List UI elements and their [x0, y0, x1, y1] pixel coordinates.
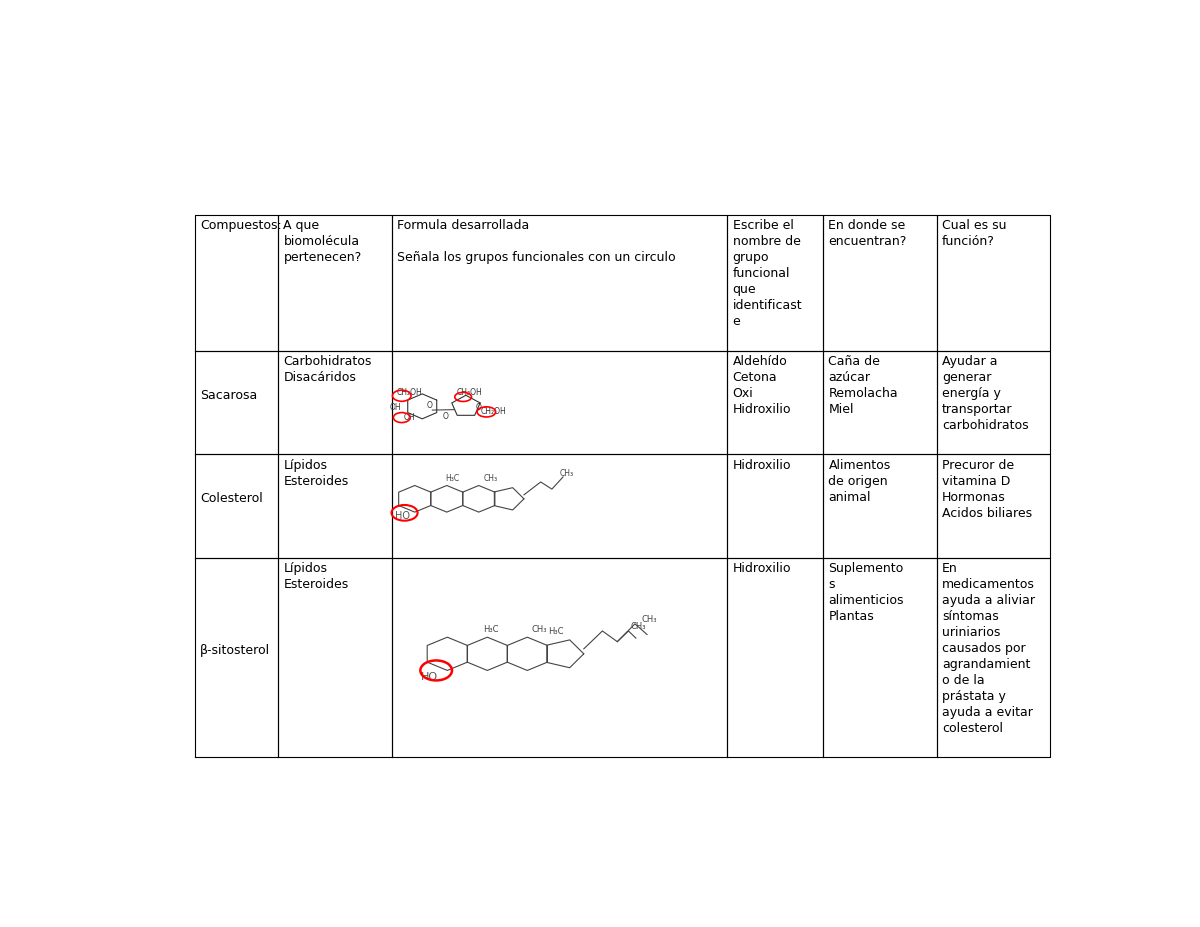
Text: Suplemento
s
alimenticios
Plantas: Suplemento s alimenticios Plantas — [828, 562, 904, 623]
Text: CH₃: CH₃ — [642, 615, 656, 624]
Text: HO: HO — [421, 672, 438, 681]
Text: CH₃: CH₃ — [532, 625, 546, 634]
Text: A que
biomolécula
pertenecen?: A que biomolécula pertenecen? — [283, 219, 361, 264]
Text: CH₃: CH₃ — [630, 622, 646, 631]
Text: Escribe el
nombre de
grupo
funcional
que
identificast
e: Escribe el nombre de grupo funcional que… — [733, 219, 803, 328]
Text: CH₃: CH₃ — [559, 469, 574, 478]
Text: Alimentos
de origen
animal: Alimentos de origen animal — [828, 459, 890, 503]
Text: Colesterol: Colesterol — [200, 492, 263, 505]
Text: CH₂OH: CH₂OH — [396, 388, 422, 397]
Text: O: O — [427, 401, 433, 411]
Text: Aldehído
Cetona
Oxi
Hidroxilio: Aldehído Cetona Oxi Hidroxilio — [733, 355, 791, 416]
Text: Sacarosa: Sacarosa — [200, 389, 258, 402]
Text: Caña de
azúcar
Remolacha
Miel: Caña de azúcar Remolacha Miel — [828, 355, 898, 416]
Text: H₃C: H₃C — [547, 627, 563, 636]
Text: Lípidos
Esteroides: Lípidos Esteroides — [283, 459, 349, 488]
Text: En donde se
encuentran?: En donde se encuentran? — [828, 219, 907, 248]
Text: H₃C: H₃C — [445, 475, 460, 483]
Text: En
medicamentos
ayuda a aliviar
síntomas
uriniarios
causados por
agrandamient
o : En medicamentos ayuda a aliviar síntomas… — [942, 562, 1036, 735]
Text: CH₂OH: CH₂OH — [481, 407, 506, 416]
Text: Carbohidratos
Disacáridos: Carbohidratos Disacáridos — [283, 355, 372, 385]
Text: Compuestos:: Compuestos: — [200, 219, 282, 232]
Text: OH: OH — [403, 413, 415, 422]
Text: Hidroxilio: Hidroxilio — [733, 562, 791, 575]
Text: OH: OH — [390, 403, 401, 412]
Text: O: O — [443, 413, 448, 421]
Text: H₃C: H₃C — [484, 625, 499, 634]
Text: CH₃: CH₃ — [484, 475, 498, 483]
Text: HO: HO — [395, 512, 410, 521]
Text: Lípidos
Esteroides: Lípidos Esteroides — [283, 562, 349, 590]
Text: Hidroxilio: Hidroxilio — [733, 459, 791, 472]
Text: CH₂OH: CH₂OH — [457, 388, 482, 398]
Text: Ayudar a
generar
energía y
transportar
carbohidratos: Ayudar a generar energía y transportar c… — [942, 355, 1028, 433]
Text: Formula desarrollada

Señala los grupos funcionales con un circulo: Formula desarrollada Señala los grupos f… — [397, 219, 676, 264]
Text: Precuror de
vitamina D
Hormonas
Acidos biliares: Precuror de vitamina D Hormonas Acidos b… — [942, 459, 1032, 520]
Text: β-sitosterol: β-sitosterol — [200, 643, 270, 656]
Text: O: O — [475, 403, 481, 412]
Text: Cual es su
función?: Cual es su función? — [942, 219, 1007, 248]
